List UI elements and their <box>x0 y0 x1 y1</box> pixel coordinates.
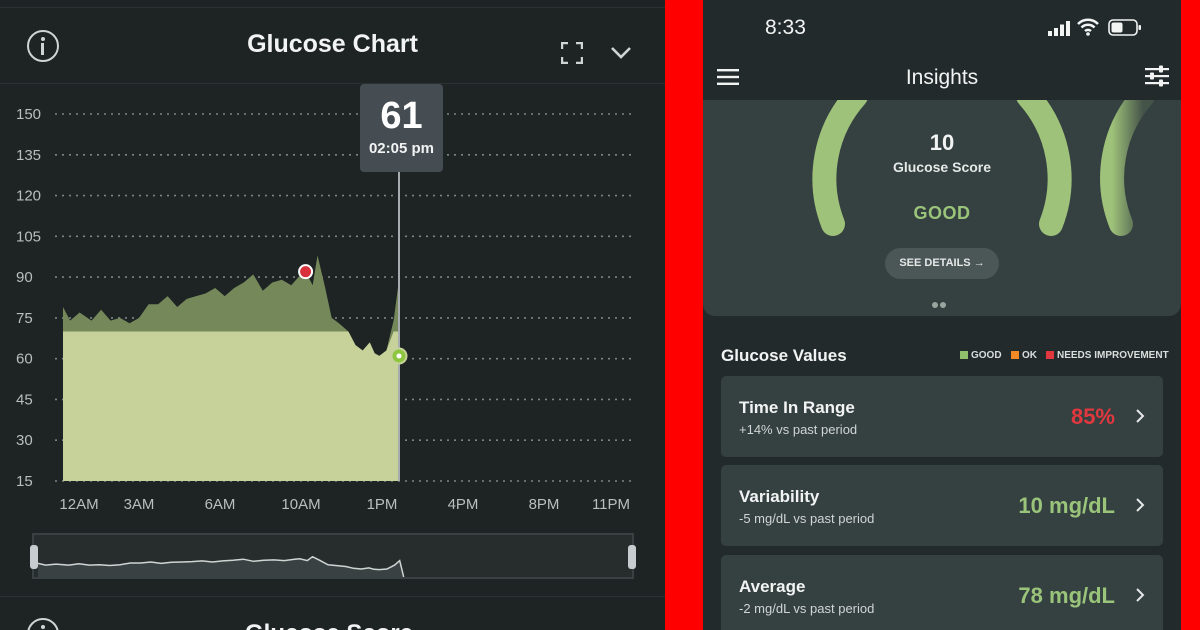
page-indicator[interactable] <box>932 295 952 308</box>
y-tick-label: 75 <box>16 310 33 327</box>
y-tick-label: 120 <box>16 188 41 205</box>
filter-sliders-icon[interactable] <box>1145 65 1169 87</box>
y-tick-label: 30 <box>16 432 33 449</box>
tooltip-time: 02:05 pm <box>368 140 435 157</box>
y-tick-label: 135 <box>16 147 41 164</box>
glucose-values-title: Glucose Values <box>721 346 847 365</box>
legend-swatch <box>960 351 968 359</box>
legend-swatch <box>1046 351 1054 359</box>
red-border-right <box>1181 0 1200 630</box>
legend-needs-improvement: NEEDS IMPROVEMENT <box>1046 350 1169 361</box>
chevron-right-icon <box>1136 588 1145 602</box>
x-tick-label: 6AM <box>205 496 236 513</box>
y-tick-label: 60 <box>16 351 33 368</box>
glucose-values-header: Glucose Values GOOD OK NEEDS IMPROVEMENT <box>721 346 1171 366</box>
metric-title: Variability <box>739 487 820 506</box>
legend-ok: OK <box>1011 350 1037 361</box>
x-tick-label: 11PM <box>592 496 630 513</box>
red-border-left <box>665 0 703 630</box>
next-gauge-arc <box>1100 100 1155 236</box>
chevron-right-icon <box>1136 409 1145 423</box>
target-range-area <box>63 331 399 481</box>
metric-subtitle: -5 mg/dL vs past period <box>739 511 875 526</box>
page-title: Glucose Chart <box>247 30 418 58</box>
top-divider <box>0 0 665 8</box>
chevron-down-icon[interactable] <box>610 44 632 60</box>
status-time: 8:33 <box>765 16 806 39</box>
navigator-left-handle[interactable] <box>30 545 38 569</box>
metric-title: Time In Range <box>739 398 855 417</box>
score-value: 10 <box>929 130 955 155</box>
y-tick-label: 150 <box>16 106 41 123</box>
tooltip-value: 61 <box>380 95 423 137</box>
metric-subtitle: +14% vs past period <box>739 422 858 437</box>
range-navigator[interactable] <box>30 533 636 579</box>
chart-header: Glucose Chart <box>0 8 665 84</box>
needs-improvement-point <box>298 264 314 280</box>
navigator-right-handle[interactable] <box>628 545 636 569</box>
x-tick-label: 4PM <box>448 496 479 513</box>
average-card[interactable]: Average -2 mg/dL vs past period 78 mg/dL <box>721 555 1163 630</box>
status-bar: 8:33 <box>703 0 1181 56</box>
chevron-right-icon <box>1136 498 1145 512</box>
y-tick-label: 90 <box>16 269 33 286</box>
wifi-icon <box>1077 18 1099 36</box>
gauge-arc-left <box>812 100 868 236</box>
metric-value: 10 mg/dL <box>1018 493 1115 518</box>
highlight-point-center <box>396 353 402 359</box>
x-axis-ticks: 12AM 3AM 6AM 10AM 1PM 4PM 8PM 11PM <box>59 496 630 513</box>
y-tick-label: 15 <box>16 473 33 490</box>
page-dot <box>940 302 946 308</box>
section-divider <box>0 596 665 597</box>
info-icon[interactable] <box>27 30 59 62</box>
score-status: GOOD <box>913 203 971 223</box>
y-tick-label: 45 <box>16 391 33 408</box>
insights-screen: 8:33 Insights <box>703 0 1181 630</box>
value-tooltip: 61 02:05 pm <box>360 84 443 172</box>
metric-value: 78 mg/dL <box>1018 583 1115 608</box>
cellular-signal-icon <box>1048 21 1070 36</box>
variability-card[interactable]: Variability -5 mg/dL vs past period 10 m… <box>721 465 1163 546</box>
page-dot <box>932 302 938 308</box>
nav-title: Insights <box>905 66 979 89</box>
legend-good: GOOD <box>960 350 1002 361</box>
score-label: Glucose Score <box>892 159 992 175</box>
x-tick-label: 8PM <box>529 496 560 513</box>
gauge-arc-right <box>1016 100 1072 236</box>
glucose-chart-panel: Glucose Chart 150 135 120 105 90 75 60 45 30 15 1… <box>0 0 665 630</box>
metric-title: Average <box>739 577 806 596</box>
menu-icon[interactable] <box>717 68 739 86</box>
x-tick-label: 3AM <box>124 496 155 513</box>
time-in-range-card[interactable]: Time In Range +14% vs past period 85% <box>721 376 1163 457</box>
section-title: Glucose Score <box>245 620 413 630</box>
score-gauge <box>812 100 1155 236</box>
x-tick-label: 1PM <box>367 496 398 513</box>
x-tick-label: 10AM <box>281 496 320 513</box>
x-tick-label: 12AM <box>59 496 98 513</box>
battery-icon <box>1108 19 1141 36</box>
expand-icon[interactable] <box>561 42 583 64</box>
y-tick-label: 105 <box>16 228 41 245</box>
see-details-label: SEE DETAILS <box>899 257 971 269</box>
see-details-button[interactable]: SEE DETAILS → <box>885 248 999 279</box>
navigator-sparkline <box>37 555 405 577</box>
metric-value: 85% <box>1070 404 1115 429</box>
legend-swatch <box>1011 351 1019 359</box>
metric-subtitle: -2 mg/dL vs past period <box>739 601 875 616</box>
nav-bar: Insights <box>703 56 1181 100</box>
info-icon[interactable] <box>27 618 59 630</box>
glucose-score-card[interactable]: 10 Glucose Score GOOD SEE DETAILS → <box>703 100 1181 316</box>
arrow-right-icon: → <box>973 257 985 269</box>
y-axis-ticks: 150 135 120 105 90 75 60 45 30 15 <box>16 106 41 490</box>
